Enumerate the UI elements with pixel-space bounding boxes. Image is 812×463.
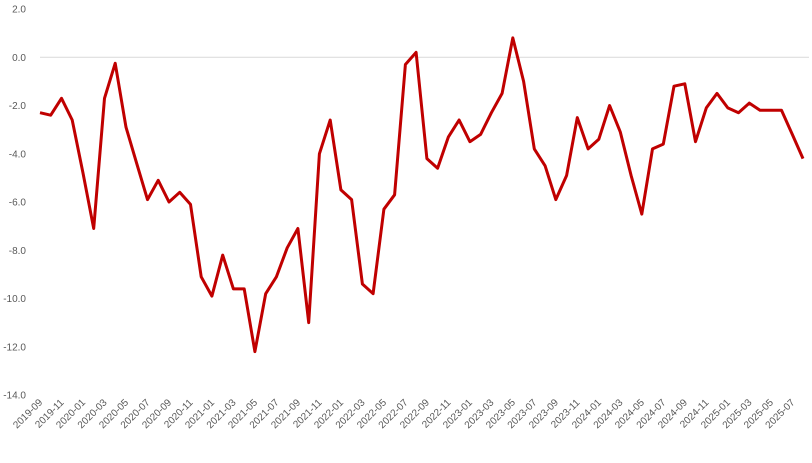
y-tick-label: 2.0	[12, 5, 26, 16]
line-series	[39, 36, 805, 354]
y-tick-label: -14.0	[3, 391, 26, 402]
y-tick-label: -4.0	[9, 149, 27, 160]
y-tick-label: 0.0	[12, 53, 26, 64]
y-tick-label: -2.0	[9, 101, 27, 112]
y-tick-label: -8.0	[9, 246, 27, 257]
y-tick-label: -6.0	[9, 198, 27, 209]
y-tick-label: -10.0	[3, 294, 26, 305]
y-tick-label: -12.0	[3, 342, 26, 353]
